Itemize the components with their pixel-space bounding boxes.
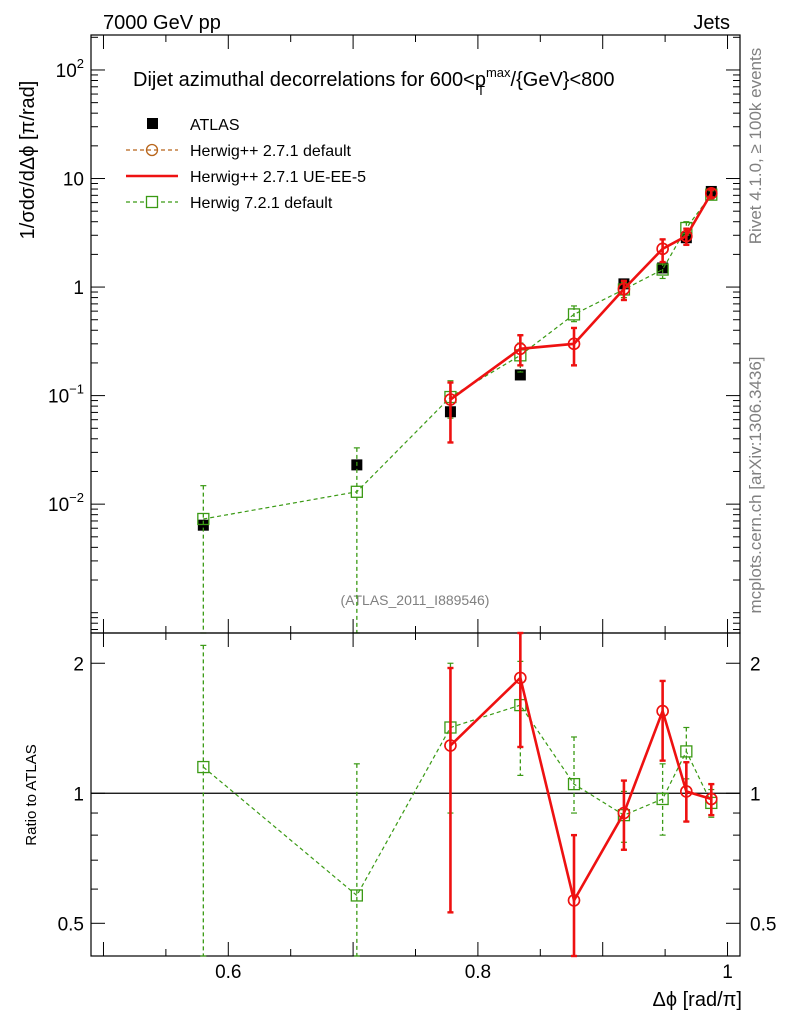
mcplots-reference-label: mcplots.cern.ch [arXiv:1306.3436] xyxy=(746,356,765,613)
ratio-y-tick-label-right: 2 xyxy=(750,654,761,675)
upper-panel-frame xyxy=(90,34,741,634)
ratio-y-tick-label: 0.5 xyxy=(58,914,84,935)
plot-title: Dijet azimuthal decorrelations for 600<p… xyxy=(133,65,615,91)
legend-marker-herwig7-default xyxy=(145,195,159,209)
x-tick-label: 1 xyxy=(722,962,733,983)
upper-herwigpp-2-7-1-ue-ee-5-point xyxy=(704,187,718,200)
header-process-label: Jets xyxy=(693,12,730,34)
ratio-tick-labels: 0.6 0.8 1 0.5 0.5 1 1 2 2 xyxy=(58,654,777,983)
ratio-y-tick-label-right: 0.5 xyxy=(750,914,776,935)
upper-herwigpp-2-7-1-default-line xyxy=(450,193,712,401)
x-tick-label: 0.6 xyxy=(215,962,241,983)
rivet-version-label: Rivet 4.1.0, ≥ 100k events xyxy=(746,48,765,244)
upper-atlas-point xyxy=(197,519,209,531)
ratio-herwigpp-2-7-1-default-line xyxy=(450,676,712,902)
ratio-y-tick-label: 1 xyxy=(73,784,84,805)
legend-label-atlas: ATLAS xyxy=(190,117,240,134)
upper-panel: 10−2 10−1 1 10 102 1/σdσ/dΔϕ [π/rad] (ATLAS_… xyxy=(17,34,741,634)
y-tick-label: 1 xyxy=(73,278,84,299)
legend-label-herwigpp-ueee5: Herwig++ 2.7.1 UE-EE-5 xyxy=(190,169,366,186)
ratio-herwig-7-2-1-default-point xyxy=(567,777,581,791)
ratio-herwigpp-2-7-1-ue-ee-5-point xyxy=(617,806,631,820)
upper-atlas-point xyxy=(657,262,669,274)
upper-herwig-7-2-1-default-point xyxy=(567,308,581,321)
analysis-watermark: (ATLAS_2011_I889546) xyxy=(341,592,490,608)
ratio-herwigpp-2-7-1-ue-ee-5-point xyxy=(656,704,669,718)
y-tick-label: 102 xyxy=(56,56,84,82)
legend-label-herwigpp-default: Herwig++ 2.7.1 default xyxy=(190,143,352,160)
ratio-herwig-7-2-1-default-point xyxy=(197,760,210,774)
upper-herwigpp-2-7-1-ue-ee-5-point xyxy=(680,229,693,243)
upper-herwig-7-2-1-default-point xyxy=(197,512,210,526)
upper-axis-ticks xyxy=(91,35,740,633)
ratio-series-layer xyxy=(197,631,718,958)
y-tick-label: 10−1 xyxy=(48,382,84,408)
legend-marker-atlas xyxy=(147,118,158,129)
title-subscript: T xyxy=(477,83,485,98)
ratio-panel-frame xyxy=(90,632,741,957)
legend: ATLAS Herwig++ 2.7.1 default Herwig++ 2.… xyxy=(126,117,366,212)
header-energy-label: 7000 GeV pp xyxy=(103,12,221,34)
ratio-herwig-7-2-1-default-line xyxy=(202,704,712,897)
ratio-herwigpp-2-7-1-ue-ee-5-line xyxy=(449,675,712,904)
upper-herwigpp-2-7-1-ue-ee-5-point xyxy=(514,342,527,356)
ratio-panel: 0.6 0.8 1 0.5 0.5 1 1 2 2 Ratio to ATLAS Δϕ [rad… xyxy=(23,631,777,1011)
ratio-herwigpp-2-7-1-ue-ee-5-point xyxy=(704,792,718,806)
upper-herwig-7-2-1-default-line xyxy=(203,194,712,520)
upper-herwigpp-2-7-1-ue-ee-5-line xyxy=(449,192,713,401)
ratio-herwig-7-2-1-default-point xyxy=(656,792,669,806)
ratio-herwigpp-2-7-1-ue-ee-5-point xyxy=(680,785,693,798)
upper-tick-labels: 10−2 10−1 1 10 102 xyxy=(48,56,84,516)
y-tick-label: 10 xyxy=(63,170,84,191)
upper-y-axis-label: 1/σdσ/dΔϕ [π/rad] xyxy=(17,81,39,240)
upper-series-layer xyxy=(197,185,718,634)
ratio-y-tick-label-right: 1 xyxy=(750,784,761,805)
ratio-herwig-7-2-1-default-point xyxy=(350,889,363,902)
ratio-axis-ticks xyxy=(91,633,740,956)
title-superscript: max xyxy=(486,65,511,80)
ratio-y-axis-label: Ratio to ATLAS xyxy=(23,744,40,845)
upper-herwigpp-2-7-1-ue-ee-5-point xyxy=(567,337,581,351)
title-tail-text: /{GeV}<800 xyxy=(511,69,615,91)
upper-herwig-7-2-1-default-point xyxy=(350,485,363,498)
ratio-herwig-7-2-1-default-point xyxy=(680,745,693,758)
title-main-text: Dijet azimuthal decorrelations for 600<p xyxy=(133,69,486,91)
ratio-y-tick-label: 2 xyxy=(73,654,84,675)
y-tick-label: 10−2 xyxy=(48,490,84,516)
ratio-herwigpp-2-7-1-ue-ee-5-point xyxy=(514,671,527,685)
x-axis-label: Δϕ [rad/π] xyxy=(653,989,743,1011)
upper-herwigpp-2-7-1-ue-ee-5-point xyxy=(444,393,457,406)
x-tick-label: 0.8 xyxy=(465,962,491,983)
ratio-herwigpp-2-7-1-ue-ee-5-point xyxy=(444,739,457,752)
legend-label-herwig7-default: Herwig 7.2.1 default xyxy=(190,195,333,212)
upper-herwigpp-2-7-1-ue-ee-5-point xyxy=(617,282,631,296)
legend-marker-herwigpp-default xyxy=(145,143,159,157)
upper-herwigpp-2-7-1-ue-ee-5-point xyxy=(656,242,669,256)
upper-herwig-7-2-1-default-point xyxy=(656,263,669,276)
upper-atlas-point xyxy=(514,369,526,381)
ratio-herwigpp-2-7-1-ue-ee-5-point xyxy=(567,894,581,907)
